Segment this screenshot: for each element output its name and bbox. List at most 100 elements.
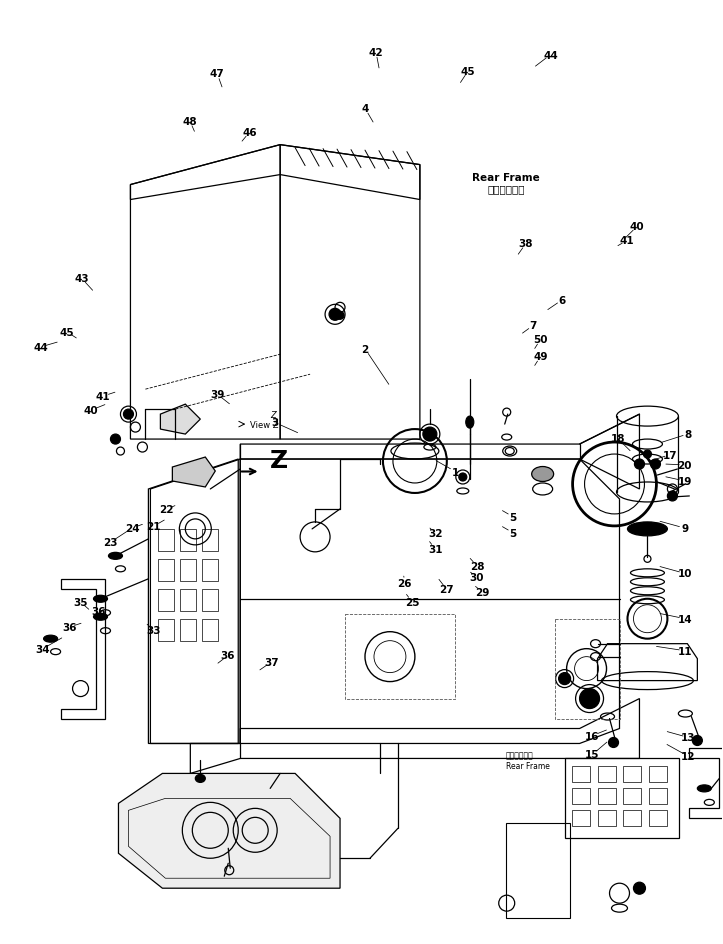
Bar xyxy=(572,811,589,826)
Circle shape xyxy=(423,428,437,442)
Text: 41: 41 xyxy=(96,392,111,401)
Text: リヤフレーム: リヤフレーム xyxy=(487,184,525,194)
Text: 36: 36 xyxy=(62,622,77,632)
Bar xyxy=(597,767,615,783)
Text: 37: 37 xyxy=(264,657,278,667)
Text: 28: 28 xyxy=(470,562,484,571)
Bar xyxy=(180,589,197,611)
Circle shape xyxy=(111,434,121,445)
Polygon shape xyxy=(119,773,340,888)
Bar xyxy=(623,767,641,783)
Circle shape xyxy=(329,309,341,321)
Bar xyxy=(180,619,197,641)
Bar xyxy=(597,811,615,826)
Text: 40: 40 xyxy=(630,222,644,232)
Text: 16: 16 xyxy=(585,731,599,741)
Text: 26: 26 xyxy=(398,578,412,588)
Text: 27: 27 xyxy=(440,584,454,595)
Ellipse shape xyxy=(531,467,554,482)
Text: 33: 33 xyxy=(147,625,161,635)
Bar xyxy=(572,788,589,804)
Bar xyxy=(180,530,197,551)
Text: 14: 14 xyxy=(677,614,692,624)
Circle shape xyxy=(651,460,660,469)
Ellipse shape xyxy=(93,614,108,620)
Bar xyxy=(158,619,174,641)
Text: 47: 47 xyxy=(210,70,225,79)
Text: 30: 30 xyxy=(470,572,484,582)
Text: 36: 36 xyxy=(221,650,235,661)
Text: 12: 12 xyxy=(681,751,696,762)
Bar xyxy=(623,811,641,826)
Text: 2: 2 xyxy=(362,345,369,355)
Text: Z: Z xyxy=(270,411,276,420)
Text: 32: 32 xyxy=(428,529,442,538)
Text: 24: 24 xyxy=(124,524,140,533)
Circle shape xyxy=(635,460,644,469)
Text: 36: 36 xyxy=(91,606,106,616)
Text: 25: 25 xyxy=(405,597,419,607)
Text: 5: 5 xyxy=(510,529,517,538)
Circle shape xyxy=(336,312,344,320)
Bar xyxy=(649,767,667,783)
Text: 1: 1 xyxy=(452,467,459,477)
Circle shape xyxy=(633,883,646,894)
Text: 15: 15 xyxy=(585,750,599,760)
Text: 39: 39 xyxy=(210,390,224,399)
Circle shape xyxy=(643,450,651,459)
Text: 41: 41 xyxy=(620,236,634,246)
Text: 9: 9 xyxy=(681,524,688,533)
Ellipse shape xyxy=(693,735,702,746)
Text: 49: 49 xyxy=(533,352,548,362)
Text: 5: 5 xyxy=(510,513,517,522)
Text: 22: 22 xyxy=(159,505,174,514)
Bar xyxy=(623,788,641,804)
Text: 40: 40 xyxy=(84,406,98,415)
Polygon shape xyxy=(161,405,200,434)
Ellipse shape xyxy=(195,775,205,783)
Bar xyxy=(202,589,218,611)
Text: Z: Z xyxy=(270,448,288,473)
Text: 6: 6 xyxy=(558,295,565,306)
Text: 45: 45 xyxy=(60,328,74,338)
Ellipse shape xyxy=(93,596,108,602)
Bar xyxy=(180,559,197,582)
Ellipse shape xyxy=(628,522,667,536)
Text: 17: 17 xyxy=(663,450,677,460)
Bar xyxy=(158,530,174,551)
Text: 10: 10 xyxy=(677,569,692,579)
Bar xyxy=(649,811,667,826)
Bar xyxy=(597,788,615,804)
Text: 48: 48 xyxy=(182,116,197,126)
Text: 43: 43 xyxy=(74,274,89,284)
Text: Rear Frame: Rear Frame xyxy=(472,173,539,183)
Circle shape xyxy=(459,474,467,481)
Circle shape xyxy=(124,410,134,420)
Text: 7: 7 xyxy=(529,321,537,331)
Text: 11: 11 xyxy=(677,646,692,656)
Text: 3: 3 xyxy=(271,418,278,428)
Text: リヤフレーム: リヤフレーム xyxy=(506,750,534,759)
Text: 18: 18 xyxy=(610,434,625,444)
Text: 20: 20 xyxy=(677,461,692,470)
Ellipse shape xyxy=(43,635,58,643)
Text: 19: 19 xyxy=(677,477,692,486)
Text: 45: 45 xyxy=(461,67,476,76)
Bar xyxy=(202,619,218,641)
Text: 50: 50 xyxy=(533,335,548,346)
Text: 34: 34 xyxy=(35,644,50,654)
Bar xyxy=(158,589,174,611)
Bar xyxy=(649,788,667,804)
Circle shape xyxy=(559,673,570,684)
Text: 38: 38 xyxy=(519,239,534,249)
Text: 8: 8 xyxy=(685,430,692,439)
Text: 44: 44 xyxy=(543,51,558,60)
Bar xyxy=(158,559,174,582)
Text: 46: 46 xyxy=(242,127,257,138)
Text: 21: 21 xyxy=(147,522,161,531)
Ellipse shape xyxy=(108,553,122,560)
Ellipse shape xyxy=(609,737,618,748)
Circle shape xyxy=(580,689,599,709)
Ellipse shape xyxy=(466,416,474,429)
Text: 4: 4 xyxy=(362,104,369,114)
